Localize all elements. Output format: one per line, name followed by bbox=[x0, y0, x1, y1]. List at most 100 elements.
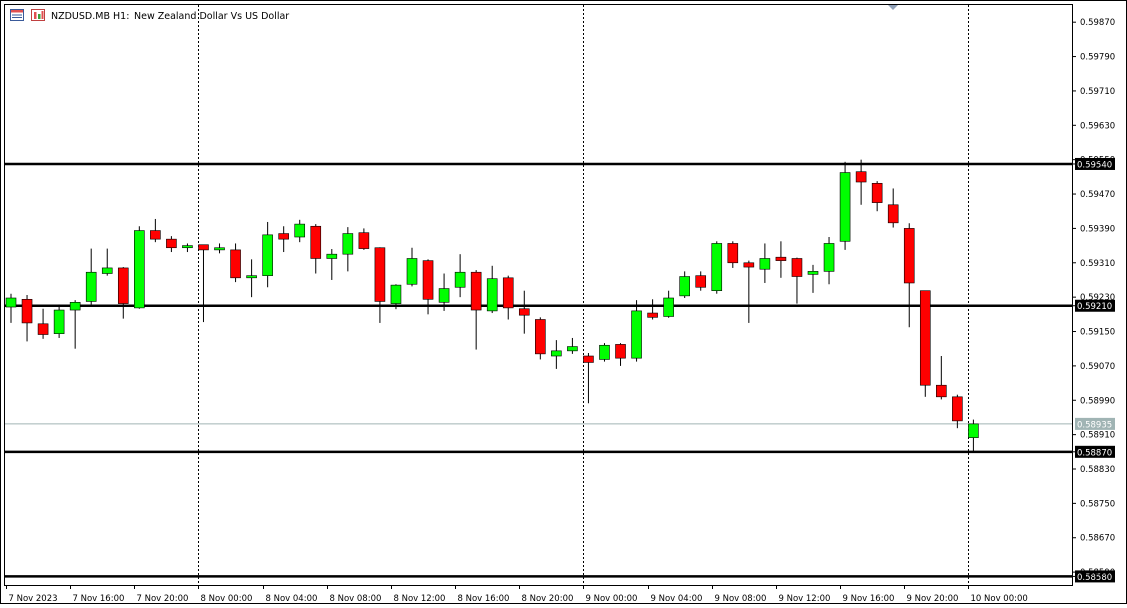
price-tick-label: 0.59790 bbox=[1080, 53, 1115, 63]
candle[interactable] bbox=[968, 419, 979, 452]
candle-body-bear bbox=[615, 344, 626, 359]
candle[interactable] bbox=[198, 244, 209, 323]
level-label: 0.59210 bbox=[1077, 302, 1112, 312]
candle[interactable] bbox=[53, 304, 65, 338]
candle[interactable] bbox=[37, 308, 49, 339]
candle[interactable] bbox=[855, 159, 867, 205]
candle[interactable] bbox=[214, 243, 225, 254]
candle[interactable] bbox=[246, 259, 257, 298]
time-tick-label: 9 Nov 12:00 bbox=[779, 594, 831, 604]
candle[interactable] bbox=[166, 236, 177, 253]
candle-body-bear bbox=[936, 384, 947, 398]
candle[interactable] bbox=[535, 317, 546, 360]
candle[interactable] bbox=[807, 264, 819, 293]
level-label-box bbox=[1075, 299, 1115, 312]
candle[interactable] bbox=[358, 228, 370, 250]
candle[interactable] bbox=[117, 267, 129, 319]
candle[interactable] bbox=[839, 161, 851, 250]
candle-body-bear bbox=[198, 244, 209, 251]
candle[interactable] bbox=[567, 337, 578, 354]
candle[interactable] bbox=[101, 248, 113, 276]
candles[interactable] bbox=[5, 159, 979, 452]
candle[interactable] bbox=[583, 353, 594, 404]
horizontal-levels[interactable] bbox=[5, 162, 1072, 578]
candle[interactable] bbox=[663, 290, 674, 318]
candle-body-bear bbox=[887, 204, 899, 224]
time-axis[interactable]: 7 Nov 2023 7 Nov 16:00 7 Nov 20:00 8 Nov 00… bbox=[6, 585, 1028, 604]
candle[interactable] bbox=[551, 340, 562, 369]
header-description: New Zealand Dollar Vs US Dollar bbox=[134, 11, 289, 22]
candle[interactable] bbox=[69, 300, 81, 349]
candle[interactable] bbox=[150, 218, 161, 243]
candle[interactable] bbox=[759, 243, 771, 283]
candle[interactable] bbox=[647, 299, 658, 320]
candle-body-bear bbox=[150, 230, 161, 240]
candle[interactable] bbox=[422, 259, 434, 315]
candle[interactable] bbox=[21, 295, 33, 342]
candle[interactable] bbox=[5, 293, 17, 323]
candle-body-bear bbox=[727, 243, 739, 264]
candle-body-bear bbox=[743, 262, 755, 268]
candle[interactable] bbox=[791, 257, 803, 304]
candle[interactable] bbox=[887, 188, 899, 228]
candle[interactable] bbox=[502, 275, 514, 320]
current-price-label-box bbox=[1075, 417, 1115, 430]
candle[interactable] bbox=[631, 300, 642, 362]
candle[interactable] bbox=[182, 243, 193, 253]
candle[interactable] bbox=[134, 226, 145, 309]
candle[interactable] bbox=[262, 221, 273, 288]
candle-body-bear bbox=[358, 232, 370, 249]
candle[interactable] bbox=[679, 271, 690, 299]
candle[interactable] bbox=[374, 247, 386, 323]
candle-body-bull bbox=[214, 247, 225, 251]
chart-window-icon[interactable] bbox=[10, 9, 24, 21]
candle[interactable] bbox=[695, 271, 707, 291]
candle[interactable] bbox=[936, 356, 947, 400]
candle[interactable] bbox=[743, 260, 755, 323]
price-tick-label: 0.59710 bbox=[1080, 87, 1115, 97]
price-tick-label: 0.59070 bbox=[1080, 362, 1115, 372]
price-tick-label: 0.59470 bbox=[1080, 190, 1115, 200]
candle[interactable] bbox=[919, 290, 931, 397]
candle[interactable] bbox=[326, 249, 338, 280]
candle[interactable] bbox=[342, 227, 354, 272]
candle[interactable] bbox=[406, 247, 418, 287]
price-tick-label: 0.59150 bbox=[1080, 328, 1115, 338]
candle-body-bull bbox=[294, 223, 306, 238]
candle[interactable] bbox=[470, 270, 482, 350]
candle[interactable] bbox=[823, 237, 835, 285]
candle[interactable] bbox=[85, 248, 97, 305]
candle-body-bull bbox=[390, 284, 402, 304]
candle[interactable] bbox=[310, 224, 322, 274]
candle[interactable] bbox=[230, 243, 241, 283]
candle[interactable] bbox=[454, 254, 466, 298]
candle[interactable] bbox=[727, 241, 739, 268]
candle[interactable] bbox=[871, 181, 883, 212]
candle[interactable] bbox=[438, 273, 450, 311]
time-tick-label: 9 Nov 08:00 bbox=[715, 594, 767, 604]
candle-body-bear bbox=[278, 233, 289, 240]
candle[interactable] bbox=[775, 241, 787, 278]
day-separators bbox=[198, 5, 969, 585]
symbol-properties-icon[interactable] bbox=[31, 9, 45, 21]
candle[interactable] bbox=[294, 219, 306, 243]
candle-body-bull bbox=[823, 243, 835, 272]
price-axis[interactable]: 0.59540 0.59210 0.58870 0.58580 0.59870 0.597… bbox=[1072, 18, 1115, 583]
time-tick-label: 8 Nov 08:00 bbox=[330, 594, 382, 604]
candle-body-bear bbox=[952, 396, 963, 422]
candle[interactable] bbox=[952, 394, 963, 429]
candle[interactable] bbox=[711, 241, 723, 294]
candle[interactable] bbox=[390, 284, 402, 310]
candle[interactable] bbox=[615, 343, 626, 366]
candle-body-bear bbox=[855, 171, 867, 183]
candle[interactable] bbox=[278, 226, 289, 253]
candle[interactable] bbox=[518, 290, 530, 334]
chart-shift-marker-icon[interactable] bbox=[888, 5, 898, 10]
candle[interactable] bbox=[599, 343, 610, 362]
time-tick-label: 8 Nov 20:00 bbox=[522, 594, 574, 604]
candle[interactable] bbox=[486, 265, 498, 314]
candle[interactable] bbox=[903, 223, 915, 328]
